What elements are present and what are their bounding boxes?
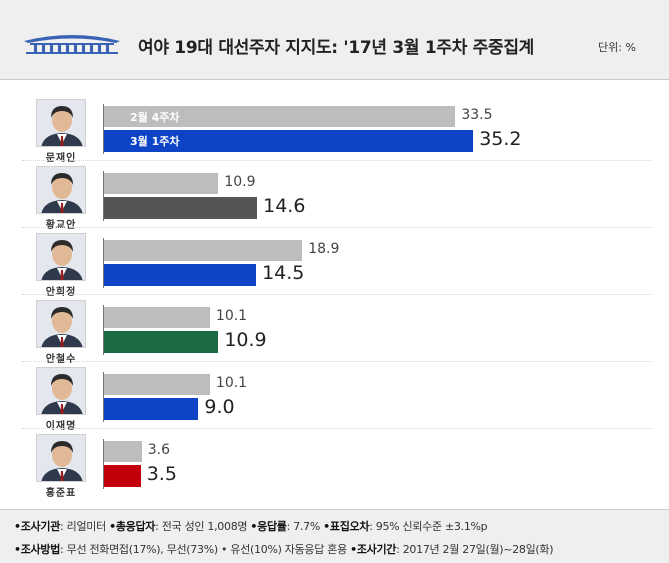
row-separator — [22, 294, 652, 295]
unit-label: 단위: % — [598, 41, 636, 54]
header-bar: 여야 19대 대선주자 지지도: '17년 3월 1주차 주중집계 단위: % — [0, 0, 669, 80]
footer-key: •총응답자 — [109, 520, 156, 533]
bar-previous-week — [104, 173, 219, 194]
series-label-current: 3월 1주차 — [130, 135, 180, 148]
person-portrait-icon — [37, 234, 85, 280]
candidate-photo — [36, 300, 86, 348]
candidate-name: 안철수 — [45, 354, 77, 365]
footer-value: : 7.7% — [286, 520, 324, 533]
value-label-previous: 3.6 — [147, 442, 171, 458]
bar-current-week — [104, 331, 219, 353]
person-portrait-icon — [37, 167, 85, 213]
bar-current-week — [104, 465, 141, 487]
value-label-previous: 10.1 — [215, 308, 248, 324]
chart-area: 문재인 2월 4주차 33.5 3월 1주차 35.2 황교안 10.9 14.6 안희정 18.… — [0, 95, 669, 500]
candidate-photo — [36, 166, 86, 214]
value-label-current: 14.5 — [262, 262, 305, 284]
bar-current-week — [104, 264, 257, 286]
axis-line — [103, 439, 104, 489]
candidate-name: 이재명 — [45, 421, 77, 432]
bar-previous-week — [104, 240, 303, 261]
axis-line — [103, 171, 104, 221]
row-separator — [22, 160, 652, 161]
chart-title: 여야 19대 대선주자 지지도: '17년 3월 1주차 주중집계 — [138, 38, 535, 58]
footer-value: : 95% 신뢰수준 ±3.1%p — [369, 520, 488, 533]
candidate-photo — [36, 233, 86, 281]
footer-key: •조사기관 — [14, 520, 61, 533]
candidate-photo — [36, 434, 86, 482]
candidate-name: 문재인 — [45, 153, 77, 164]
candidate-name: 안희정 — [45, 287, 77, 298]
series-label-previous: 2월 4주차 — [130, 111, 180, 124]
footer-value: : 무선 전화면접(17%), 무선(73%) • 유선(10%) 자동응답 혼… — [60, 543, 351, 556]
person-portrait-icon — [37, 100, 85, 146]
candidate-photo — [36, 99, 86, 147]
axis-line — [103, 372, 104, 422]
footer-key: •조사방법 — [14, 543, 61, 556]
value-label-current: 9.0 — [204, 396, 235, 418]
footer-key: •응답률 — [250, 520, 287, 533]
row-separator — [22, 428, 652, 429]
footer-key: •표집오차 — [323, 520, 370, 533]
bar-current-week — [104, 197, 258, 219]
value-label-current: 14.6 — [263, 195, 306, 217]
bar-current-week: 3월 1주차 — [104, 130, 474, 152]
footer-line-1: •조사기관: 리얼미터 •총응답자: 전국 성인 1,008명 •응답률: 7.… — [14, 518, 488, 534]
value-label-previous: 18.9 — [308, 241, 340, 257]
value-label-current: 3.5 — [146, 463, 177, 485]
candidate-name: 홍준표 — [45, 488, 77, 499]
footer-notes: •조사기관: 리얼미터 •총응답자: 전국 성인 1,008명 •응답률: 7.… — [0, 509, 669, 563]
footer-value: : 전국 성인 1,008명 — [155, 520, 251, 533]
person-portrait-icon — [37, 368, 85, 414]
footer-key: •조사기간 — [350, 543, 397, 556]
axis-line — [103, 305, 104, 355]
bar-previous-week — [104, 441, 142, 462]
axis-line — [103, 104, 104, 154]
value-label-previous: 33.5 — [461, 107, 493, 123]
row-separator — [22, 227, 652, 228]
candidate-name: 황교안 — [45, 220, 77, 231]
axis-line — [103, 238, 104, 288]
footer-line-2: •조사방법: 무선 전화면접(17%), 무선(73%) • 유선(10%) 자… — [14, 541, 554, 557]
bar-previous-week: 2월 4주차 — [104, 106, 456, 127]
value-label-previous: 10.9 — [224, 174, 256, 190]
row-separator — [22, 361, 652, 362]
value-label-previous: 10.1 — [215, 375, 248, 391]
person-portrait-icon — [37, 301, 85, 347]
footer-value: : 리얼미터 — [60, 520, 110, 533]
value-label-current: 10.9 — [224, 329, 267, 351]
value-label-current: 35.2 — [479, 128, 522, 150]
footer-value: : 2017년 2월 27일(월)~28일(화) — [396, 543, 554, 556]
bar-previous-week — [104, 374, 210, 395]
candidate-photo — [36, 367, 86, 415]
bar-previous-week — [104, 307, 210, 328]
blue-house-logo-icon — [24, 35, 120, 54]
bar-current-week — [104, 398, 199, 420]
person-portrait-icon — [37, 435, 85, 481]
